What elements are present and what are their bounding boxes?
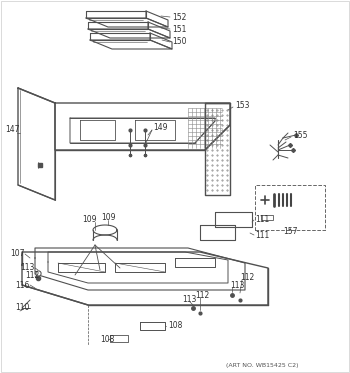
Text: 111: 111 bbox=[255, 216, 269, 225]
Text: 108: 108 bbox=[100, 335, 114, 345]
Text: 112: 112 bbox=[240, 273, 254, 282]
Bar bbox=[261, 215, 273, 220]
Text: 150: 150 bbox=[172, 38, 187, 47]
Text: 152: 152 bbox=[172, 13, 186, 22]
Text: 113: 113 bbox=[182, 295, 196, 304]
Text: 153: 153 bbox=[235, 100, 250, 110]
Text: (ART NO. WB15425 C2): (ART NO. WB15425 C2) bbox=[226, 363, 298, 367]
Text: 113: 113 bbox=[230, 280, 244, 289]
Text: 157: 157 bbox=[283, 228, 297, 236]
Text: 116: 116 bbox=[15, 280, 29, 289]
Text: 155: 155 bbox=[293, 131, 308, 140]
Text: 149: 149 bbox=[153, 123, 168, 132]
Text: 151: 151 bbox=[172, 25, 186, 34]
Text: 110: 110 bbox=[15, 304, 29, 313]
Text: 108: 108 bbox=[168, 322, 182, 330]
Text: 147: 147 bbox=[5, 125, 20, 135]
Text: 107: 107 bbox=[10, 248, 25, 257]
Text: 109: 109 bbox=[101, 213, 115, 223]
Text: 109: 109 bbox=[82, 216, 97, 225]
Text: 111: 111 bbox=[255, 231, 269, 239]
Text: 113: 113 bbox=[20, 263, 34, 272]
Text: 112: 112 bbox=[25, 270, 39, 279]
Text: 112: 112 bbox=[195, 291, 209, 300]
